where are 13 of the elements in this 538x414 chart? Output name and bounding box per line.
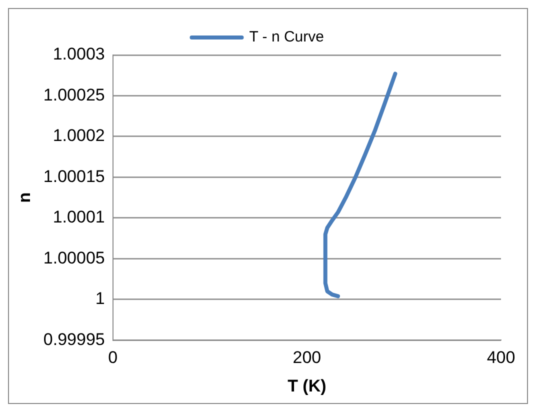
y-tick-label: 1.00015 [42,166,104,186]
y-axis-title: n [14,192,34,202]
legend-label: T - n Curve [248,28,324,46]
x-tick-label: 0 [108,348,118,367]
x-tick-label: 400 [486,348,515,367]
y-tick-label: 1.0003 [52,44,104,64]
y-tick-label: 0.99995 [42,329,104,348]
x-tick-label: 200 [292,348,321,367]
y-tick-label: 1 [94,288,104,308]
y-tick-label: 1.00025 [42,84,104,104]
y-tick-label: 1.0002 [52,126,104,145]
y-tick-label: 1.00005 [42,248,104,267]
y-tick-label: 1.0001 [52,207,104,226]
